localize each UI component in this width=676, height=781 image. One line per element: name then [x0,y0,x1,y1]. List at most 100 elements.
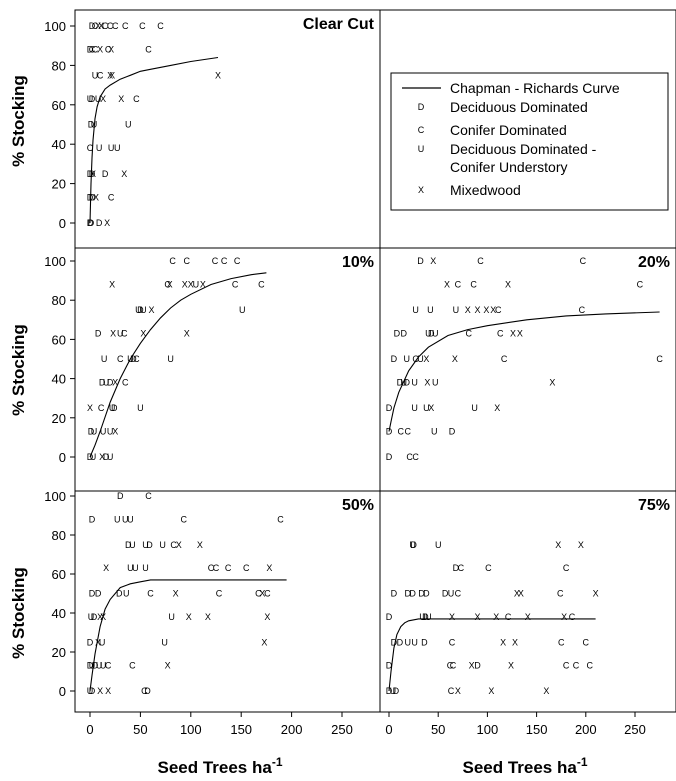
data-point-u: U [108,143,115,153]
y-tick-label: 0 [59,216,66,231]
data-point-d: D [89,21,96,31]
data-point-x: X [264,612,270,622]
data-point-d: D [394,329,401,339]
data-point-u: U [122,514,129,524]
data-point-u: U [239,305,246,315]
data-point-u: U [432,329,439,339]
x-tick-label: 0 [385,722,392,737]
data-point-c: C [216,589,223,599]
y-tick-label: 60 [52,98,66,113]
data-point-c: C [139,21,146,31]
data-point-c: C [92,21,99,31]
data-point-u: U [103,378,110,388]
data-point-d: D [393,686,400,696]
data-point-x: X [186,612,192,622]
data-point-x: X [510,329,516,339]
data-point-c: C [184,256,191,266]
data-point-d: D [391,354,398,364]
data-point-x: X [173,589,179,599]
data-point-x: X [455,686,461,696]
data-point-x: X [93,192,99,202]
data-point-d: D [88,218,95,228]
data-point-x: X [97,45,103,55]
data-point-u: U [412,305,419,315]
data-point-u: U [100,427,107,437]
data-point-d: D [397,637,404,647]
x-axis-title-left: Seed Trees ha-1 [157,755,282,777]
data-point-d: D [130,354,137,364]
data-point-d: D [442,589,449,599]
data-point-u: U [419,612,426,622]
data-point-u: U [107,427,114,437]
data-point-d: D [410,540,417,550]
data-point-c: C [141,686,148,696]
data-point-c: C [569,612,576,622]
legend-deciduous-symbol: D [418,102,425,112]
y-tick-label: 60 [52,332,66,347]
data-point-u: U [404,637,411,647]
legend-conifer-symbol: C [418,125,425,135]
x-axis-title-left-sup: -1 [272,755,283,769]
data-point-c: C [133,94,140,104]
data-point-u: U [91,427,98,437]
data-point-c: C [586,661,593,671]
data-point-x: X [109,70,115,80]
data-point-d: D [386,661,393,671]
data-point-x: X [118,94,124,104]
x-tick-label: 50 [431,722,445,737]
data-point-d: D [409,589,416,599]
data-point-x: X [188,280,194,290]
data-point-x: X [452,354,458,364]
data-point-u: U [471,403,478,413]
data-point-c: C [92,45,99,55]
data-point-c: C [117,354,124,364]
data-point-x: X [430,256,436,266]
data-point-x: X [90,169,96,179]
data-point-d: D [386,612,393,622]
legend-understory-symbol: U [418,144,425,154]
data-point-u: U [125,120,132,130]
data-point-d: D [107,378,114,388]
data-point-x: X [108,45,114,55]
data-point-x: X [215,70,221,80]
data-point-d: D [117,491,124,501]
x-tick-label: 50 [133,722,147,737]
chapman-richards-curve [89,579,287,692]
data-point-u: U [137,403,144,413]
x-axis-title-right-sup: -1 [577,755,588,769]
data-point-u: U [161,637,168,647]
data-point-c: C [255,589,262,599]
data-point-c: C [465,329,472,339]
data-point-c: C [133,354,140,364]
data-point-x: X [578,540,584,550]
data-point-x: X [475,612,481,622]
data-point-u: U [432,378,439,388]
data-point-x: X [512,637,518,647]
data-point-d: D [89,686,96,696]
chapman-richards-curve [388,618,596,692]
data-point-u: U [168,612,175,622]
data-point-u: U [448,589,455,599]
data-point-d: D [422,612,429,622]
panel-title: 50% [342,497,374,514]
data-point-c: C [412,452,419,462]
data-point-d: D [428,329,435,339]
data-point-u: U [425,612,432,622]
x-tick-label: 100 [180,722,202,737]
data-point-u: U [96,143,103,153]
data-point-x: X [493,612,499,622]
data-point-c: C [170,540,177,550]
data-point-u: U [101,354,108,364]
data-point-x: X [167,280,173,290]
data-point-c: C [145,491,152,501]
data-point-u: U [423,403,430,413]
data-point-u: U [114,514,121,524]
data-point-x: X [518,589,524,599]
data-point-x: X [483,305,489,315]
data-point-u: U [109,403,116,413]
data-point-x: X [110,329,116,339]
panel-frame [74,247,381,492]
data-point-d: D [421,637,428,647]
